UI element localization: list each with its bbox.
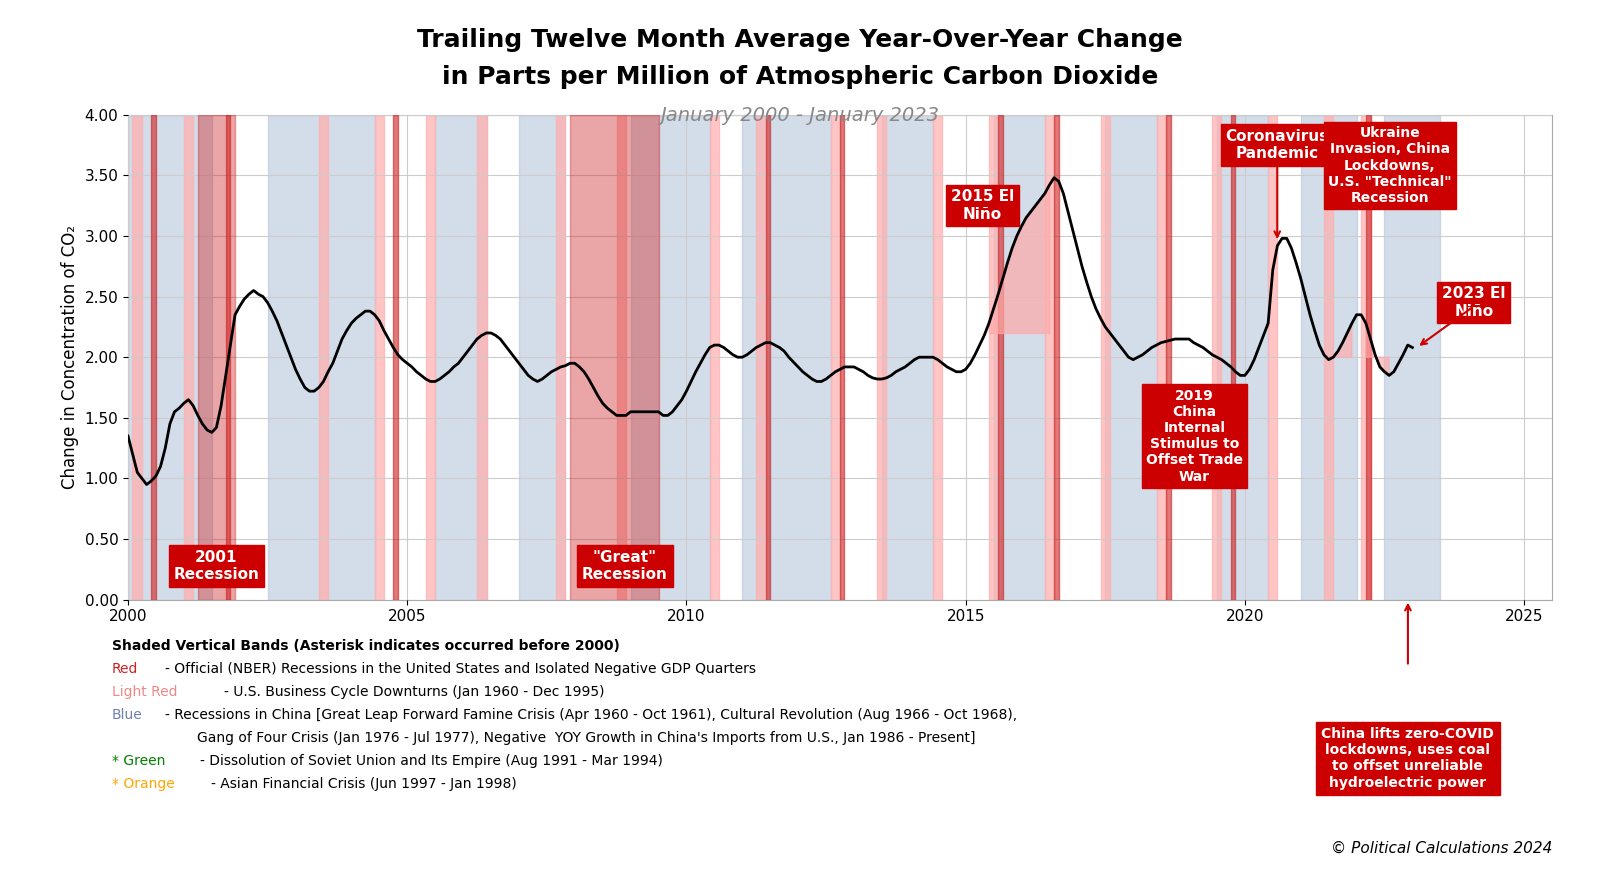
- Bar: [1366, 115, 1371, 600]
- Bar: [374, 115, 384, 600]
- Bar: [1269, 115, 1277, 600]
- Bar: [1045, 115, 1054, 600]
- Bar: [1384, 115, 1440, 600]
- Bar: [477, 115, 486, 600]
- Text: - Asian Financial Crisis (Jun 1997 - Jan 1998): - Asian Financial Crisis (Jun 1997 - Jan…: [211, 777, 517, 791]
- Bar: [1165, 115, 1171, 600]
- Text: Blue: Blue: [112, 708, 142, 722]
- Bar: [766, 115, 770, 600]
- Bar: [630, 115, 710, 600]
- Bar: [1362, 115, 1371, 600]
- Text: - Dissolution of Soviet Union and Its Empire (Aug 1991 - Mar 1994): - Dissolution of Soviet Union and Its Em…: [200, 754, 662, 768]
- Text: - Official (NBER) Recessions in the United States and Isolated Negative GDP Quar: - Official (NBER) Recessions in the Unit…: [165, 662, 755, 676]
- Bar: [1054, 115, 1059, 600]
- Bar: [426, 115, 435, 600]
- Bar: [1157, 115, 1165, 600]
- Bar: [882, 115, 933, 600]
- Bar: [840, 115, 845, 600]
- Bar: [394, 115, 398, 600]
- Bar: [267, 115, 374, 600]
- Bar: [616, 115, 626, 600]
- Text: China lifts zero-COVID
lockdowns, uses coal
to offset unreliable
hydroelectric p: China lifts zero-COVID lockdowns, uses c…: [1322, 727, 1494, 789]
- Bar: [518, 115, 565, 600]
- Text: Red: Red: [112, 662, 138, 676]
- Text: Gang of Four Crisis (Jan 1976 - Jul 1977), Negative  YOY Growth in China's Impor: Gang of Four Crisis (Jan 1976 - Jul 1977…: [197, 731, 976, 745]
- Bar: [1213, 115, 1221, 600]
- Bar: [133, 115, 142, 600]
- Text: © Political Calculations 2024: © Political Calculations 2024: [1331, 841, 1552, 856]
- Text: - Recessions in China [Great Leap Forward Famine Crisis (Apr 1960 - Oct 1961), C: - Recessions in China [Great Leap Forwar…: [165, 708, 1018, 722]
- Bar: [128, 115, 211, 600]
- Text: Ukraine
Invasion, China
Lockdowns,
U.S. "Technical"
Recession: Ukraine Invasion, China Lockdowns, U.S. …: [1328, 126, 1451, 205]
- Bar: [435, 115, 486, 600]
- Bar: [226, 115, 230, 600]
- Bar: [998, 115, 1003, 600]
- Text: 2019
China
Internal
Stimulus to
Offset Trade
War: 2019 China Internal Stimulus to Offset T…: [1146, 389, 1243, 483]
- Bar: [152, 115, 155, 600]
- Text: "Great"
Recession: "Great" Recession: [582, 549, 667, 582]
- Text: 2023 El
Niño: 2023 El Niño: [1442, 287, 1506, 318]
- Bar: [198, 115, 235, 600]
- Bar: [184, 115, 194, 600]
- Bar: [1325, 115, 1333, 600]
- Bar: [1230, 115, 1235, 600]
- Text: * Orange: * Orange: [112, 777, 174, 791]
- Bar: [1218, 115, 1269, 600]
- Bar: [1301, 115, 1357, 600]
- Text: Shaded Vertical Bands (Asterisk indicates occurred before 2000): Shaded Vertical Bands (Asterisk indicate…: [112, 639, 619, 654]
- Text: 2015 El
Niño: 2015 El Niño: [950, 190, 1014, 221]
- Bar: [1106, 115, 1157, 600]
- Bar: [742, 115, 830, 600]
- Text: 2001
Recession: 2001 Recession: [173, 549, 259, 582]
- Bar: [318, 115, 328, 600]
- Text: * Green: * Green: [112, 754, 165, 768]
- Text: January 2000 - January 2023: January 2000 - January 2023: [661, 106, 939, 125]
- Bar: [830, 115, 840, 600]
- Bar: [557, 115, 565, 600]
- Bar: [1101, 115, 1110, 600]
- Bar: [989, 115, 998, 600]
- Text: Coronavirus
Pandemic: Coronavirus Pandemic: [1226, 129, 1330, 161]
- Bar: [757, 115, 766, 600]
- Text: Trailing Twelve Month Average Year-Over-Year Change: Trailing Twelve Month Average Year-Over-…: [418, 28, 1182, 52]
- Bar: [994, 115, 1045, 600]
- Text: in Parts per Million of Atmospheric Carbon Dioxide: in Parts per Million of Atmospheric Carb…: [442, 65, 1158, 89]
- Text: - U.S. Business Cycle Downturns (Jan 1960 - Dec 1995): - U.S. Business Cycle Downturns (Jan 196…: [224, 685, 605, 699]
- Bar: [570, 115, 659, 600]
- Bar: [877, 115, 886, 600]
- Bar: [933, 115, 942, 600]
- Bar: [710, 115, 718, 600]
- Y-axis label: Change in Concentration of CO₂: Change in Concentration of CO₂: [61, 225, 78, 490]
- Text: Light Red: Light Red: [112, 685, 178, 699]
